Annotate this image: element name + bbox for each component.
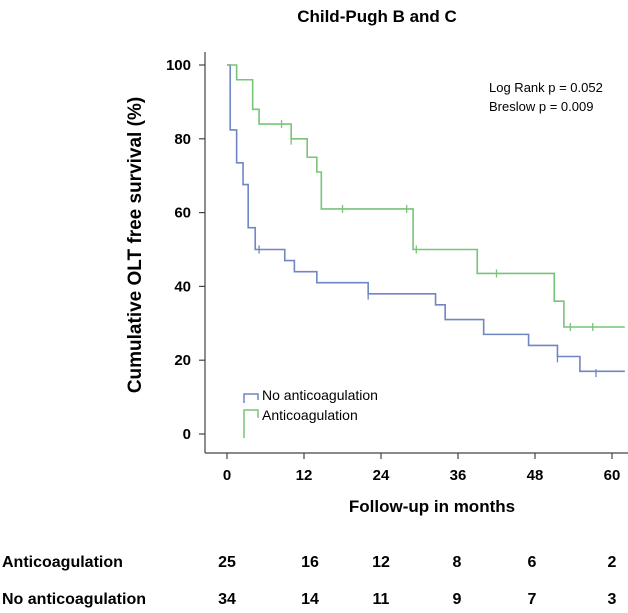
y-axis-label: Cumulative OLT free survival (%)	[125, 97, 146, 393]
risk-value: 8	[453, 554, 462, 571]
risk-value: 14	[301, 591, 319, 608]
risk-value: 12	[372, 554, 390, 571]
risk-value: 16	[301, 554, 319, 571]
chart-title: Child-Pugh B and C	[297, 7, 457, 26]
risk-value: 7	[528, 591, 537, 608]
legend: No anticoagulation Anticoagulation	[243, 387, 378, 438]
risk-row-label: No anticoagulation	[2, 591, 146, 608]
y-ticks: 0 20 40 60 80 100	[166, 57, 205, 443]
risk-value: 2	[608, 554, 617, 571]
y-tick-label: 60	[174, 205, 191, 222]
x-tick-label: 36	[450, 467, 467, 484]
risk-value: 6	[528, 554, 537, 571]
curve-anticoagulation	[227, 64, 625, 328]
y-tick-label: 80	[174, 131, 191, 148]
legend-marker-anticoagulation	[243, 409, 259, 438]
y-tick-label: 40	[174, 278, 191, 295]
risk-table: Anticoagulation 25 16 12 8 6 2 No anticoagulati…	[2, 554, 617, 608]
x-tick-label: 12	[296, 467, 313, 484]
x-axis-label: Follow-up in months	[349, 497, 515, 516]
risk-value: 9	[453, 591, 462, 608]
breslow-annotation: Breslow p = 0.009	[489, 99, 593, 114]
x-tick-label: 48	[527, 467, 544, 484]
risk-row-label: Anticoagulation	[2, 554, 123, 571]
risk-value: 34	[218, 591, 236, 608]
x-tick-label: 0	[223, 467, 231, 484]
x-tick-label: 60	[604, 467, 621, 484]
y-tick-label: 20	[174, 352, 191, 369]
x-ticks: 0 12 24 36 48 60	[223, 453, 621, 484]
risk-value: 11	[373, 591, 390, 608]
legend-label-anticoagulation: Anticoagulation	[262, 407, 358, 423]
curve-no-anticoagulation	[227, 64, 625, 373]
y-tick-label: 100	[166, 57, 191, 74]
y-tick-label: 0	[183, 426, 191, 443]
risk-value: 3	[608, 591, 617, 608]
survival-curves	[227, 64, 625, 378]
logrank-annotation: Log Rank p = 0.052	[489, 80, 603, 95]
legend-label-no-anticoagulation: No anticoagulation	[262, 387, 378, 403]
x-tick-label: 24	[373, 467, 390, 484]
risk-value: 25	[218, 554, 236, 571]
legend-marker-no-anticoagulation	[243, 393, 259, 403]
